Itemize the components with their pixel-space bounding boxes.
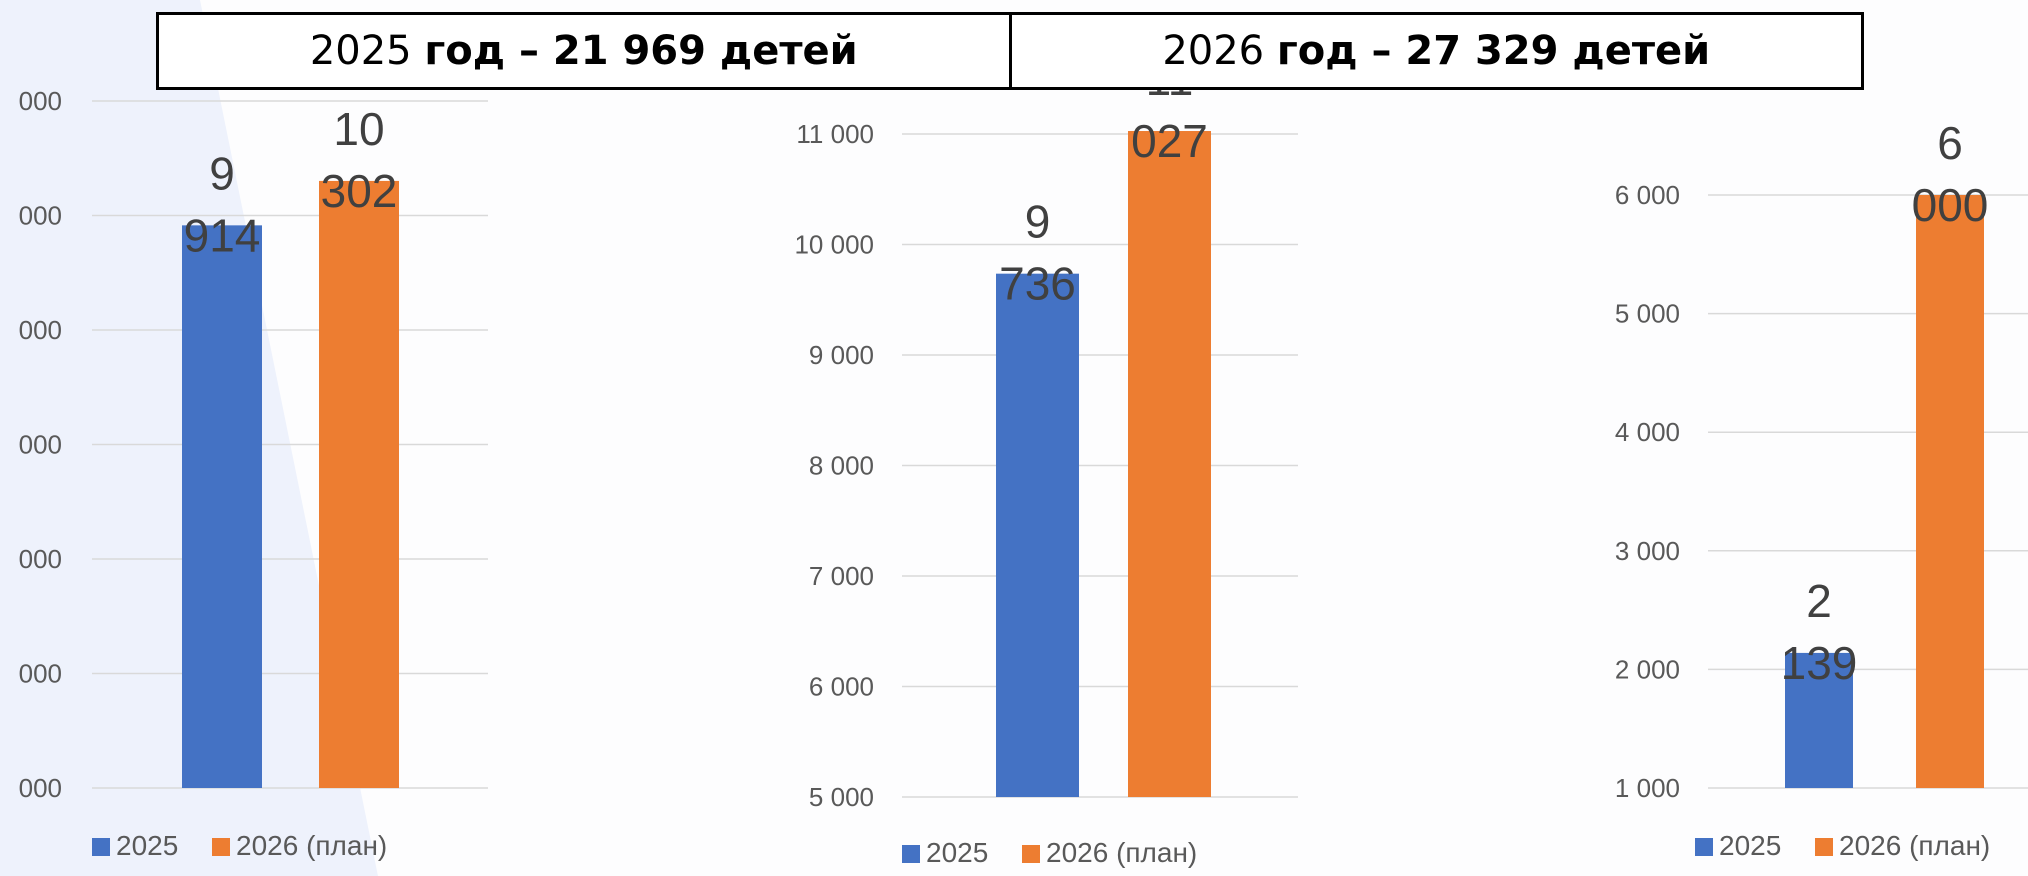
chart2-data-label: 027 bbox=[1131, 115, 1208, 167]
chart3-bar-2025 bbox=[1785, 652, 1853, 788]
chart2-legend-swatch bbox=[1022, 845, 1040, 863]
chart1-bar-2026 bbox=[319, 180, 399, 788]
chart2-ytick-label: 8 000 bbox=[809, 451, 874, 481]
chart1-data-label: 10 bbox=[333, 103, 384, 155]
chart1-legend-label: 2026 (план) bbox=[236, 830, 387, 861]
chart3-data-label: 2 bbox=[1806, 575, 1832, 627]
chart3-legend-label: 2026 (план) bbox=[1839, 830, 1990, 861]
header-year-2025: 2025 bbox=[309, 28, 412, 74]
header-text-2025: год – 21 969 детей bbox=[424, 28, 858, 74]
chart2-ytick-label: 10 000 bbox=[794, 230, 874, 260]
chart1-ytick-label: 000 bbox=[19, 315, 62, 345]
chart3-legend-swatch bbox=[1815, 838, 1833, 856]
chart2-legend-swatch bbox=[902, 845, 920, 863]
chart3-legend-label: 2025 bbox=[1719, 830, 1781, 861]
chart2-data-label: 736 bbox=[999, 258, 1076, 310]
chart2-ytick-label: 11 000 bbox=[796, 119, 874, 149]
chart1-ytick-label: 000 bbox=[19, 430, 62, 460]
chart1-ytick-label: 000 bbox=[19, 86, 62, 116]
chart1-legend-swatch bbox=[212, 838, 230, 856]
header-cell-2026: 2026 год – 27 329 детей bbox=[1008, 15, 1862, 87]
chart1-data-label: 302 bbox=[321, 165, 398, 217]
chart1-data-label: 914 bbox=[184, 209, 261, 261]
header-year-2026: 2026 bbox=[1162, 28, 1265, 74]
chart1-data-label: 9 bbox=[209, 147, 235, 199]
chart3-ytick-label: 4 000 bbox=[1615, 417, 1680, 447]
chart3-data-label: 000 bbox=[1912, 179, 1989, 231]
chart3-ytick-label: 6 000 bbox=[1615, 180, 1680, 210]
chart1-ytick-label: 000 bbox=[19, 773, 62, 803]
chart3-ytick-label: 2 000 bbox=[1615, 654, 1680, 684]
chart3-data-label: 6 bbox=[1937, 117, 1963, 169]
chart3-legend-swatch bbox=[1695, 838, 1713, 856]
chart2-legend-label: 2026 (план) bbox=[1046, 837, 1197, 868]
header-table: 2025 год – 21 969 детей 2026 год – 27 32… bbox=[156, 12, 1864, 90]
chart2-bar-2026 bbox=[1128, 131, 1211, 798]
chart1-ytick-label: 000 bbox=[19, 201, 62, 231]
chart3-ytick-label: 5 000 bbox=[1615, 299, 1680, 329]
chart2-legend-label: 2025 bbox=[926, 837, 988, 868]
chart3-bar-2026 bbox=[1916, 195, 1984, 788]
chart1-bar-2025 bbox=[182, 225, 262, 789]
chart3-data-label: 139 bbox=[1781, 637, 1858, 689]
chart2-data-label: 9 bbox=[1025, 196, 1051, 248]
chart3-ytick-label: 3 000 bbox=[1615, 536, 1680, 566]
chart3-ytick-label: 1 000 bbox=[1615, 773, 1680, 803]
chart1-ytick-label: 000 bbox=[19, 659, 62, 689]
header-text-2026: год – 27 329 детей bbox=[1276, 28, 1711, 74]
chart2-ytick-label: 9 000 bbox=[809, 340, 874, 370]
chart2-ytick-label: 5 000 bbox=[809, 782, 874, 812]
chart2-ytick-label: 6 000 bbox=[809, 672, 874, 702]
chart1-legend-label: 2025 bbox=[116, 830, 178, 861]
chart1-legend-swatch bbox=[92, 838, 110, 856]
chart2-ytick-label: 7 000 bbox=[809, 561, 874, 591]
chart2-bar-2025 bbox=[996, 273, 1079, 797]
header-cell-2025: 2025 год – 21 969 детей bbox=[159, 15, 1009, 87]
chart1-ytick-label: 000 bbox=[19, 544, 62, 574]
